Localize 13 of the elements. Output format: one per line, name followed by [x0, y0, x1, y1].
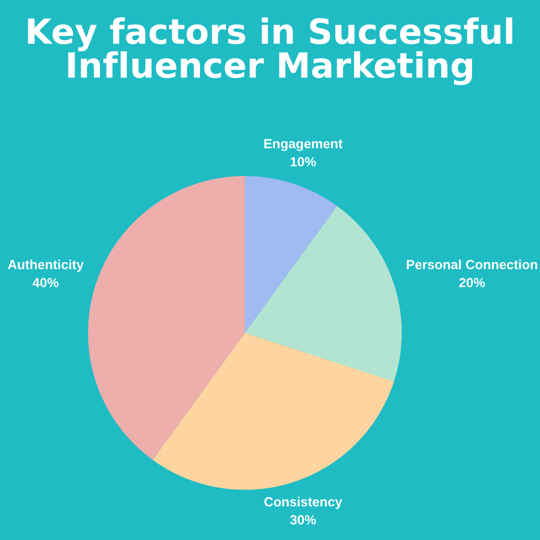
data-label: 10%: [290, 157, 316, 166]
pie-slice: [244, 206, 402, 382]
slice-label: Authenticity: [8, 260, 84, 272]
pie-slice: [244, 176, 338, 333]
chart-title: Key factors in Successful Influencer Marketing: [28, 17, 512, 86]
data-label: 40%: [32, 278, 59, 288]
data-label: 30%: [290, 515, 316, 525]
pie-slice: [88, 176, 245, 460]
slice-label: Engagement: [264, 139, 342, 152]
slice-label: Personal Connection: [406, 260, 538, 270]
slice-label: Consistency: [264, 496, 342, 510]
pie-slice: [152, 332, 394, 490]
data-label: 20%: [459, 278, 485, 288]
